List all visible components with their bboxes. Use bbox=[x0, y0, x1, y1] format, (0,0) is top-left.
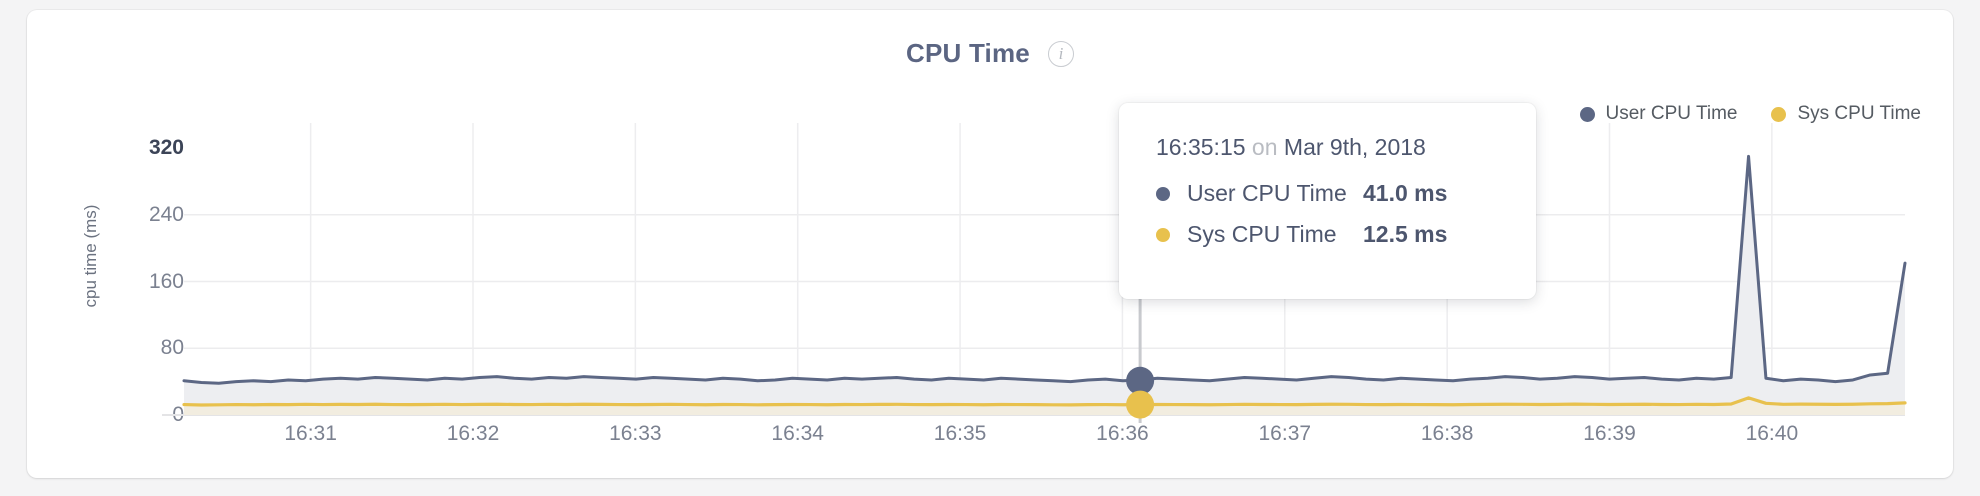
hover-marker-user-cpu-time bbox=[1126, 366, 1155, 395]
tooltip-label-user-cpu-time: User CPU Time bbox=[1187, 180, 1347, 206]
x-tick-16-33: 16:33 bbox=[609, 422, 662, 445]
chart-header: CPU Time i bbox=[27, 38, 1953, 69]
plot-area[interactable]: cpu time (ms) 320240160800 16:3116:3216:… bbox=[27, 10, 1953, 478]
tooltip-dot-user-cpu-time bbox=[1156, 186, 1170, 201]
x-tick-16-39: 16:39 bbox=[1583, 422, 1636, 445]
tooltip-row-user-cpu-time: User CPU Time 41.0 ms bbox=[1156, 173, 1536, 214]
page-title: CPU Time bbox=[906, 38, 1030, 68]
info-icon[interactable]: i bbox=[1047, 40, 1074, 67]
x-tick-16-34: 16:34 bbox=[771, 422, 824, 445]
y-tick-80: 80 bbox=[160, 336, 184, 360]
legend-label-sys-cpu-time: Sys CPU Time bbox=[1797, 103, 1921, 124]
tooltip-time: 16:35:15 bbox=[1156, 134, 1246, 160]
x-tick-16-38: 16:38 bbox=[1420, 422, 1474, 445]
hover-marker-sys-cpu-time bbox=[1126, 390, 1155, 419]
tooltip-value-user-cpu-time: 41.0 ms bbox=[1363, 180, 1448, 206]
chart-tooltip: 16:35:15 on Mar 9th, 2018 User CPU Time … bbox=[1119, 103, 1536, 299]
tooltip-label-sys-cpu-time: Sys CPU Time bbox=[1187, 221, 1337, 247]
x-tick-16-36: 16:36 bbox=[1096, 422, 1149, 445]
tooltip-date: Mar 9th, 2018 bbox=[1283, 134, 1426, 160]
tooltip-value-sys-cpu-time: 12.5 ms bbox=[1363, 221, 1448, 247]
tooltip-timestamp: 16:35:15 on Mar 9th, 2018 bbox=[1156, 134, 1536, 161]
legend-label-user-cpu-time: User CPU Time bbox=[1605, 103, 1738, 124]
y-tick-320: 320 bbox=[148, 136, 184, 159]
y-tick-160: 160 bbox=[148, 269, 184, 293]
legend-dot-user-cpu-time bbox=[1579, 106, 1595, 122]
legend-item-user-cpu-time[interactable]: User CPU Time bbox=[1579, 103, 1738, 125]
y-tick-240: 240 bbox=[148, 202, 184, 226]
tooltip-dot-sys-cpu-time bbox=[1156, 227, 1170, 242]
tooltip-row-sys-cpu-time: Sys CPU Time 12.5 ms bbox=[1156, 214, 1536, 255]
x-tick-16-37: 16:37 bbox=[1258, 422, 1312, 445]
tooltip-on-word: on bbox=[1251, 134, 1278, 160]
x-tick-16-31: 16:31 bbox=[284, 422, 337, 445]
chart-card: CPU Time i User CPU Time Sys CPU Time cp… bbox=[27, 10, 1953, 478]
legend-dot-sys-cpu-time bbox=[1771, 106, 1787, 122]
x-tick-16-32: 16:32 bbox=[446, 422, 500, 445]
chart-canvas bbox=[162, 123, 1907, 423]
chart-legend: User CPU Time Sys CPU Time bbox=[1579, 103, 1921, 125]
x-tick-16-40: 16:40 bbox=[1745, 422, 1799, 445]
legend-item-sys-cpu-time[interactable]: Sys CPU Time bbox=[1771, 103, 1921, 125]
x-tick-16-35: 16:35 bbox=[933, 422, 987, 445]
